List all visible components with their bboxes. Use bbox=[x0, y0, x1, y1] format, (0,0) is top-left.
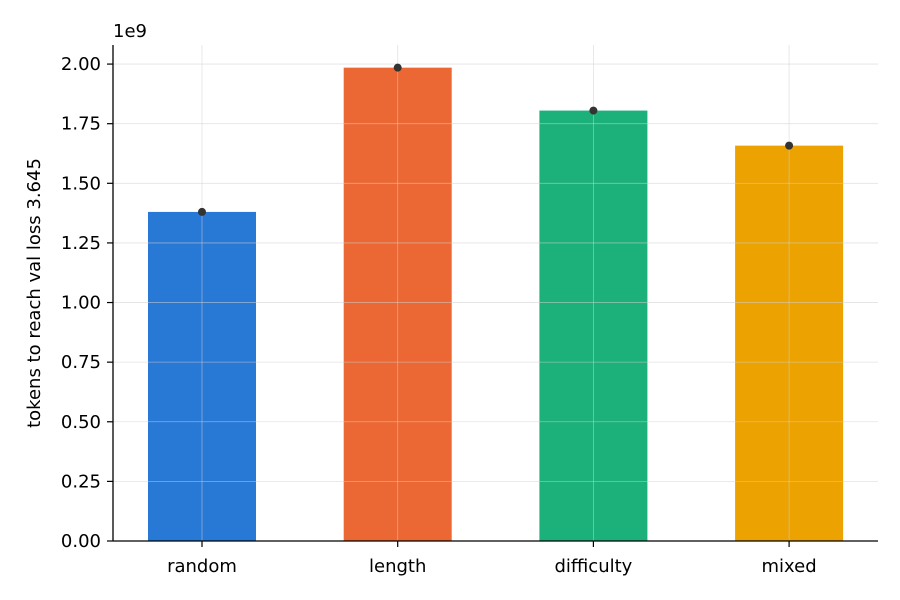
y-tick-label: 0.25 bbox=[61, 471, 101, 492]
y-tick-label: 1.75 bbox=[61, 114, 101, 135]
x-tick-label-random: random bbox=[167, 556, 237, 577]
x-tick-label-difficulty: difficulty bbox=[554, 556, 632, 577]
y-ticks: 0.00 0.25 0.50 0.75 1.00 1.25 1.50 1.75 2.00 bbox=[61, 54, 113, 552]
y-tick-label: 0.50 bbox=[61, 412, 101, 433]
y-tick-label: 1.50 bbox=[61, 173, 101, 194]
point-length bbox=[393, 63, 402, 72]
data-points bbox=[198, 63, 794, 216]
point-random bbox=[198, 207, 206, 216]
y-offset-label: 1e9 bbox=[113, 21, 147, 42]
y-tick-label: 0.75 bbox=[61, 352, 101, 373]
x-tick-label-length: length bbox=[369, 556, 426, 577]
y-tick-label: 1.25 bbox=[61, 233, 101, 254]
x-ticks: random length difficulty mixed bbox=[167, 541, 817, 577]
y-axis-label: tokens to reach val loss 3.645 bbox=[24, 158, 45, 428]
y-tick-label: 0.00 bbox=[61, 531, 101, 552]
axes bbox=[112, 45, 878, 542]
bars bbox=[148, 67, 844, 542]
x-tick-label-mixed: mixed bbox=[762, 556, 817, 577]
y-tick-label: 1.00 bbox=[61, 293, 101, 314]
y-tick-label: 2.00 bbox=[61, 54, 101, 75]
point-mixed bbox=[785, 141, 794, 150]
point-difficulty bbox=[589, 106, 598, 115]
